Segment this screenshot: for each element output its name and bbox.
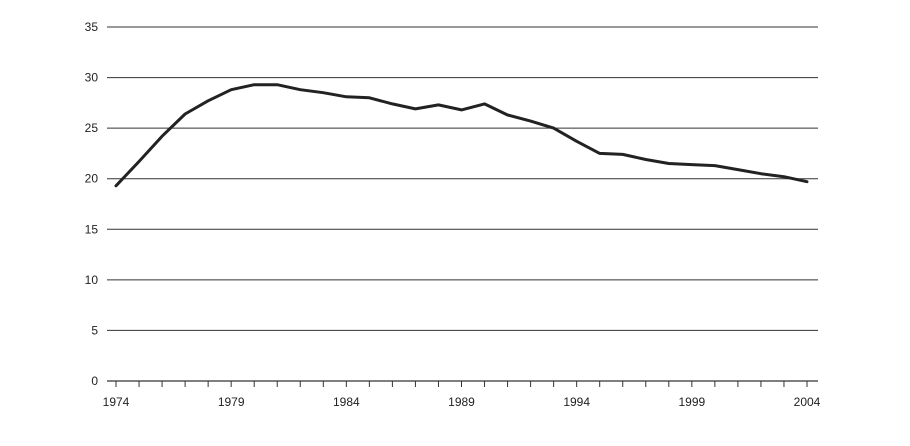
x-axis: 1974 1979 1984 1989 1994 1999 2004 <box>103 380 821 409</box>
x-tick-label: 1999 <box>678 395 705 409</box>
y-tick-label: 30 <box>85 71 99 85</box>
y-tick-label: 15 <box>85 222 99 236</box>
x-tick-label: 1984 <box>333 395 360 409</box>
y-tick-label: 20 <box>85 172 99 186</box>
series-line-0 <box>114 83 809 188</box>
y-tick-label: 0 <box>91 374 98 388</box>
y-tick-label: 25 <box>85 121 99 135</box>
x-tick-label: 1979 <box>218 395 245 409</box>
y-tick-label: 5 <box>91 323 98 337</box>
series-layer <box>114 83 809 188</box>
x-tick-label: 1994 <box>563 395 590 409</box>
y-tick-label: 10 <box>85 273 99 287</box>
y-axis-labels: 0 5 10 15 20 25 30 35 <box>85 20 99 388</box>
x-tick-label: 1974 <box>103 395 130 409</box>
y-tick-label: 35 <box>85 20 99 34</box>
x-tick-label: 2004 <box>794 395 821 409</box>
x-tick-label: 1989 <box>448 395 475 409</box>
grid-lines <box>107 26 818 331</box>
